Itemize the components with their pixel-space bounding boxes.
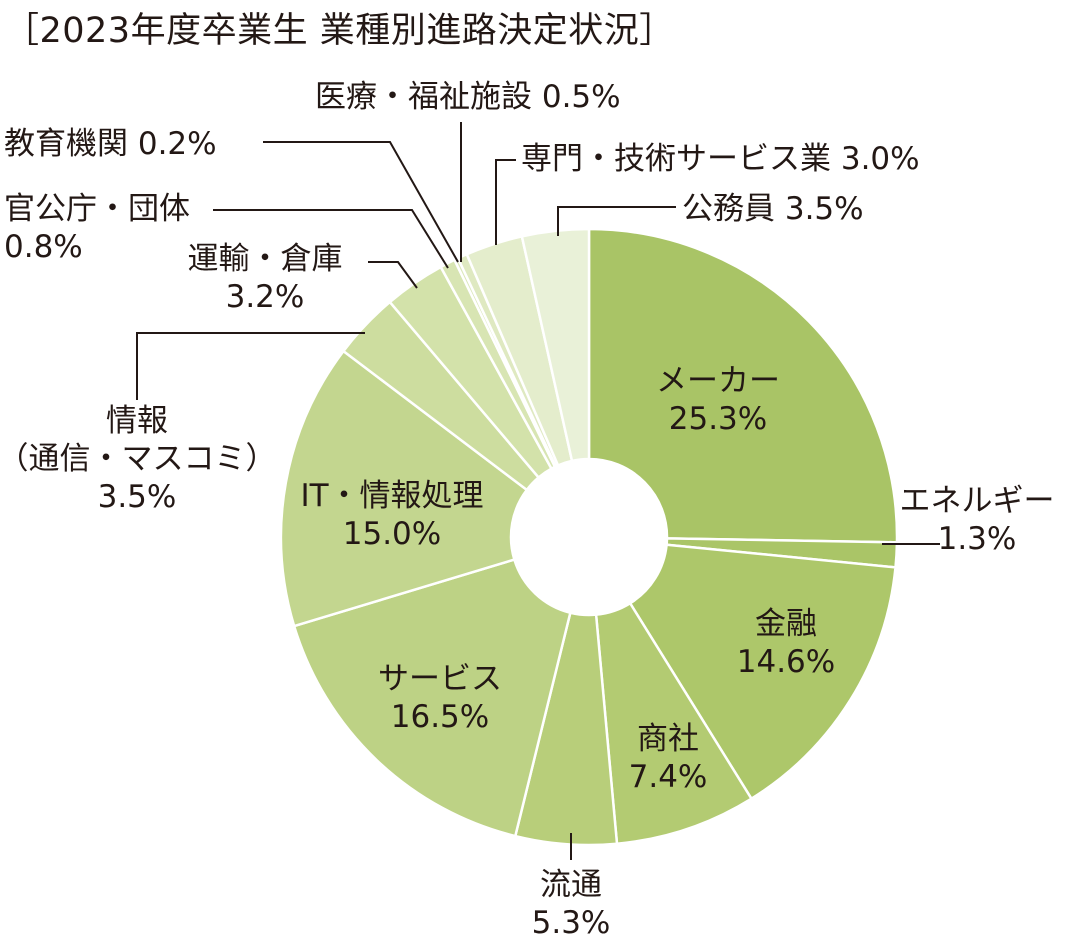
slice-6	[279, 349, 529, 628]
leader-line	[263, 141, 459, 263]
slice-value: 25.3%	[668, 401, 768, 437]
leader-line	[495, 159, 516, 245]
slice-label: 教育機関 0.2%	[4, 125, 217, 163]
slice-label: 流通 5.3%	[532, 866, 611, 942]
leader-lines	[136, 122, 940, 860]
leader-line	[136, 332, 365, 400]
slice-name: 流通	[539, 867, 602, 903]
donut-slices	[279, 227, 899, 847]
slice-value: 16.5%	[390, 699, 490, 735]
slice-3	[594, 601, 754, 846]
slice-value: 7.4%	[628, 759, 708, 795]
slice-name: メーカー	[656, 363, 780, 399]
slice-value: 1.3%	[937, 521, 1017, 557]
slice-5	[292, 558, 572, 838]
slice-name: 教育機関 0.2%	[4, 126, 217, 162]
slice-name: IT・情報処理	[300, 478, 484, 514]
slice-label: 官公庁・団体 0.8%	[4, 190, 190, 266]
slice-name: 医療・福祉施設 0.5%	[315, 79, 621, 115]
slice-value: 3.2%	[225, 279, 305, 315]
slice-value: 15.0%	[342, 516, 442, 552]
slice-label: メーカー 25.3%	[656, 362, 780, 438]
slice-value: 3.5%	[97, 479, 177, 515]
slice-label: 金融 14.6%	[737, 605, 835, 681]
slice-label: 公務員 3.5%	[682, 190, 864, 228]
slice-label: 運輸・倉庫 3.2%	[188, 240, 343, 316]
slice-label: 医療・福祉施設 0.5%	[315, 78, 621, 116]
slice-name: （通信・マスコミ）	[0, 441, 277, 477]
slice-name: 金融	[754, 606, 817, 642]
slice-2	[628, 543, 897, 801]
slice-label: エネルギー 1.3%	[900, 482, 1055, 558]
slice-label: IT・情報処理 15.0%	[300, 477, 483, 553]
slice-label: サービス 16.5%	[378, 660, 502, 736]
leader-line	[557, 206, 676, 236]
slice-name: 専門・技術サービス業 3.0%	[521, 141, 920, 177]
slice-name: 公務員 3.5%	[682, 191, 864, 227]
slice-name: 情報	[106, 403, 168, 439]
leader-line	[213, 209, 449, 269]
slice-label: 専門・技術サービス業 3.0%	[521, 140, 920, 178]
slice-0	[587, 227, 899, 544]
leader-line	[368, 261, 418, 289]
slice-name: 運輸・倉庫	[187, 241, 343, 277]
slice-name: サービス	[378, 661, 502, 697]
slice-13	[520, 227, 591, 463]
slice-label: 情報 （通信・マスコミ） 3.5%	[0, 402, 277, 516]
slice-name: 官公庁・団体	[4, 191, 190, 227]
slice-label: 商社 7.4%	[629, 720, 708, 796]
slice-value: 14.6%	[736, 644, 836, 680]
slice-value: 5.3%	[531, 905, 611, 941]
slice-name: 商社	[636, 721, 699, 757]
slice-value: 0.8%	[4, 229, 83, 265]
chart-title: ［2023年度卒業生 業種別進路決定状況］	[4, 11, 675, 51]
slice-name: エネルギー	[899, 483, 1055, 519]
